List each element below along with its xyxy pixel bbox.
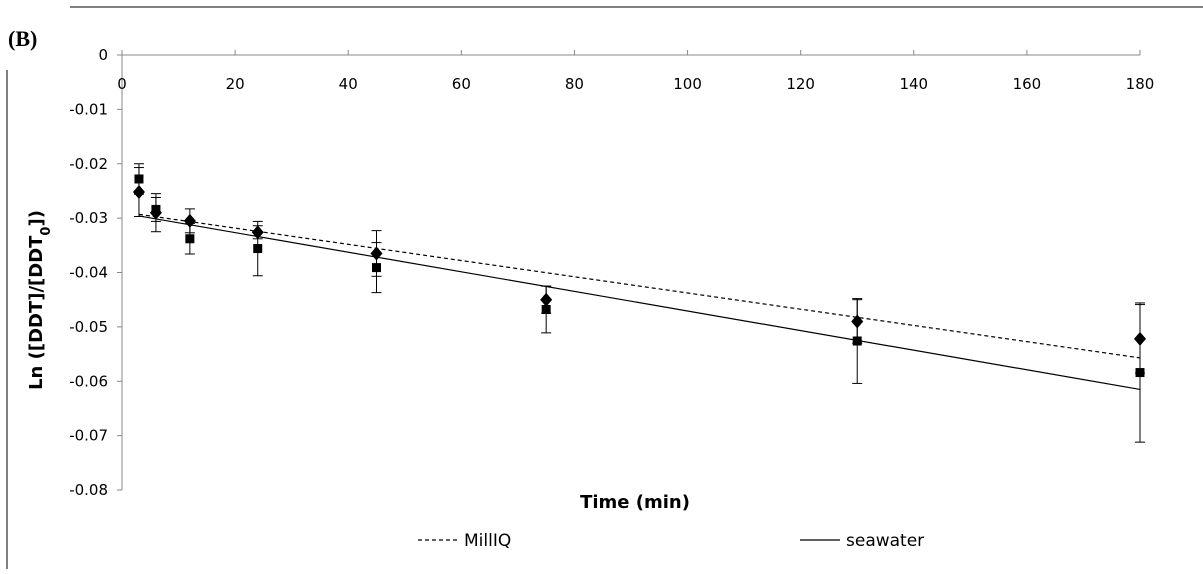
diamond-marker	[132, 185, 145, 200]
y-tick-label: -0.04	[69, 264, 108, 282]
x-tick-label: 100	[673, 75, 702, 93]
x-tick-label: 80	[565, 75, 584, 93]
square-marker	[185, 234, 195, 244]
panel-label: (B)	[8, 26, 37, 51]
y-tick-label: -0.03	[69, 209, 108, 227]
square-marker	[372, 263, 381, 273]
x-tick-label: 20	[226, 75, 245, 93]
y-tick-label: -0.01	[69, 100, 108, 118]
axes-layer: 0 20 40 60 80 100 120 140 160 180 0 -0.01 -0.02 -0.03…	[69, 46, 1154, 499]
y-tick-label: -0.08	[69, 481, 108, 499]
diamond-marker	[251, 225, 264, 240]
square-marker	[541, 304, 551, 314]
diamond-marker	[1134, 331, 1146, 346]
square-marker	[253, 244, 263, 254]
y-tick-label: -0.07	[69, 427, 108, 445]
square-marker	[1135, 368, 1145, 378]
y-tick-label: -0.06	[69, 372, 108, 390]
y-tick-label: -0.02	[69, 155, 108, 173]
legend-label-seawater: seawater	[846, 531, 924, 551]
y-axis-title-subscript: 0	[39, 227, 54, 236]
x-tick-label: 40	[339, 75, 358, 93]
y-axis-title-main: Ln ([DDT]/[DDT	[26, 235, 47, 390]
x-tick-label: 0	[117, 75, 127, 93]
x-tick-label: 120	[786, 75, 815, 93]
square-marker	[151, 204, 161, 214]
markers-layer	[132, 174, 1146, 378]
y-tick-label: 0	[98, 46, 108, 64]
square-marker	[134, 174, 144, 184]
legend: MillIQ seawater	[418, 531, 924, 551]
legend-label-milliq: MillIQ	[464, 531, 511, 551]
y-tick-label: -0.05	[69, 318, 108, 336]
diamond-marker	[851, 314, 864, 329]
x-axis-title: Time (min)	[580, 492, 690, 513]
trendline-milliq	[138, 213, 1141, 359]
trendline-seawater	[138, 215, 1141, 390]
square-marker	[852, 336, 862, 346]
y-axis-title: Ln ([DDT]/[DDT0])	[26, 210, 54, 390]
y-axis-title-end: ])	[26, 210, 47, 226]
x-tick-label: 60	[452, 75, 471, 93]
diamond-marker	[540, 292, 553, 307]
x-tick-label: 160	[1013, 75, 1042, 93]
x-tick-label: 180	[1126, 75, 1155, 93]
trendlines-layer	[138, 213, 1141, 390]
diamond-marker	[370, 246, 383, 261]
x-tick-label: 140	[899, 75, 928, 93]
diamond-marker	[183, 213, 196, 228]
